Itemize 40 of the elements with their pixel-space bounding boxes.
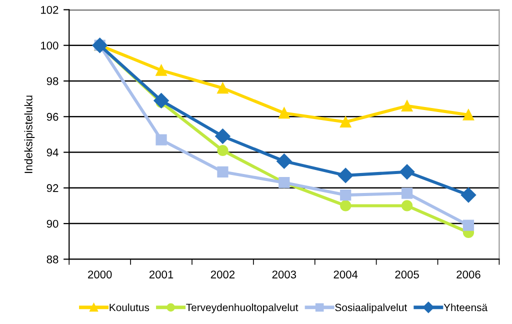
y-tick-label: 94 (46, 148, 58, 156)
point (217, 144, 228, 156)
point (156, 134, 167, 146)
legend-label: Terveydenhuoltopalvelut (186, 304, 298, 314)
y-tick-label: 100 (41, 42, 58, 50)
point (340, 189, 352, 201)
point (462, 109, 474, 120)
point (278, 108, 290, 119)
point (401, 200, 413, 212)
legend-label: Yhteensä (444, 304, 488, 312)
point (215, 128, 230, 144)
x-tick-label: 2003 (272, 270, 296, 278)
x-tick-label: 2001 (149, 270, 174, 278)
x-tick-label: 2005 (395, 270, 419, 278)
point (154, 93, 169, 108)
x-tick-label: 2002 (210, 270, 235, 278)
y-tick-label: 90 (46, 220, 58, 228)
point (156, 64, 167, 76)
x-tick-label: 2000 (88, 270, 112, 278)
legend-label: Koulutus (110, 304, 150, 312)
y-tick-label: 102 (41, 6, 58, 14)
point (276, 154, 292, 169)
point (338, 168, 354, 184)
point (217, 166, 228, 178)
point (340, 116, 352, 128)
legend-label: Sosiaalipalvelut (335, 304, 407, 314)
y-tick-label: 98 (46, 77, 58, 86)
point (399, 164, 415, 180)
point (401, 188, 413, 199)
y-axis-title: Indeksipisteluku (24, 96, 35, 173)
point (460, 187, 476, 203)
point (340, 200, 352, 212)
point (217, 82, 228, 94)
x-tick-label: 2004 (334, 270, 358, 278)
y-tick-label: 88 (46, 255, 58, 264)
y-tick-label: 96 (46, 112, 58, 121)
x-tick-label: 2006 (456, 270, 480, 278)
point (401, 100, 413, 112)
y-tick-label: 92 (46, 184, 58, 192)
point (462, 220, 474, 231)
